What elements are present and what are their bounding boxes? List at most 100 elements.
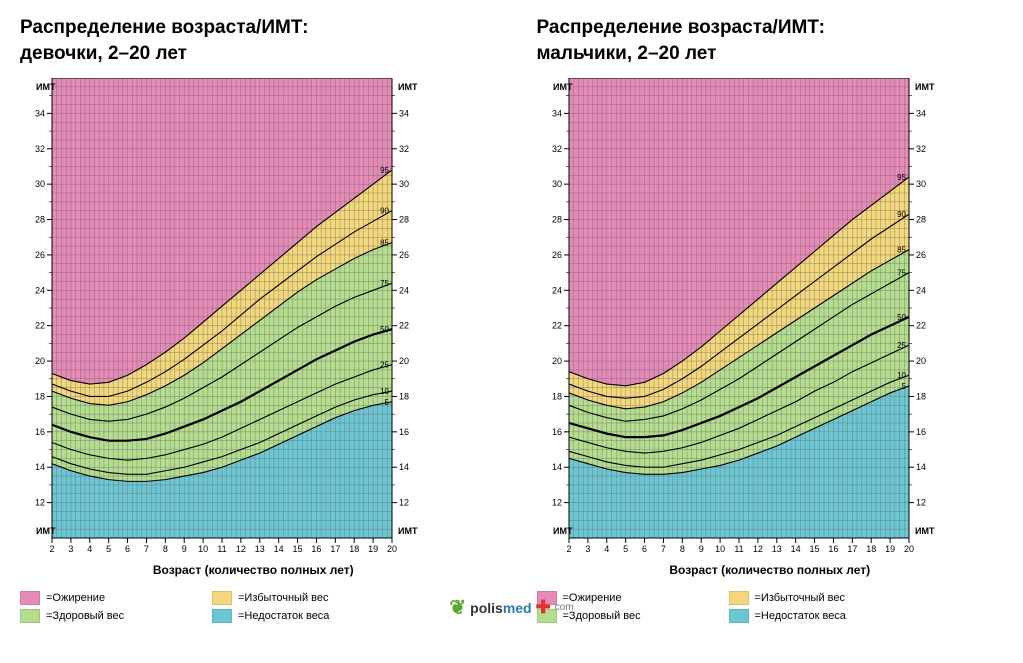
svg-text:7: 7 <box>660 544 665 554</box>
legend-item-overweight: =Избыточный вес <box>212 591 382 605</box>
x-axis-label: Возраст (количество полных лет) <box>20 563 487 577</box>
svg-text:14: 14 <box>399 463 409 473</box>
svg-text:6: 6 <box>125 544 130 554</box>
svg-text:22: 22 <box>399 321 409 331</box>
svg-text:32: 32 <box>35 144 45 154</box>
svg-text:8: 8 <box>679 544 684 554</box>
chart-girls: 1212141416161818202022222424262628283030… <box>20 78 487 560</box>
svg-text:75: 75 <box>380 280 389 289</box>
legend-girls: =Ожирение=Избыточный вес=Здоровый вес=Не… <box>20 591 487 623</box>
svg-text:20: 20 <box>551 356 561 366</box>
svg-text:18: 18 <box>399 392 409 402</box>
svg-text:16: 16 <box>311 544 321 554</box>
svg-text:2: 2 <box>566 544 571 554</box>
svg-text:12: 12 <box>551 498 561 508</box>
svg-text:32: 32 <box>399 144 409 154</box>
svg-text:14: 14 <box>551 463 561 473</box>
svg-text:90: 90 <box>897 211 906 220</box>
svg-text:13: 13 <box>771 544 781 554</box>
svg-text:16: 16 <box>828 544 838 554</box>
logo-tld: com <box>555 602 574 613</box>
svg-text:34: 34 <box>35 109 45 119</box>
svg-text:24: 24 <box>551 286 561 296</box>
svg-text:16: 16 <box>551 427 561 437</box>
svg-text:8: 8 <box>163 544 168 554</box>
svg-text:50: 50 <box>380 326 389 335</box>
legend-swatch <box>20 609 40 623</box>
svg-text:15: 15 <box>809 544 819 554</box>
svg-text:24: 24 <box>399 286 409 296</box>
svg-text:14: 14 <box>916 463 926 473</box>
svg-text:19: 19 <box>885 544 895 554</box>
svg-text:85: 85 <box>897 246 906 255</box>
svg-text:26: 26 <box>35 250 45 260</box>
svg-text:20: 20 <box>387 544 397 554</box>
panel-girls: Распределение возраста/ИМТ: девочки, 2–2… <box>20 15 487 623</box>
legend-item-underweight: =Недостаток веса <box>729 609 899 623</box>
svg-text:ИМТ: ИМТ <box>915 82 935 92</box>
svg-text:85: 85 <box>380 239 389 248</box>
svg-text:20: 20 <box>903 544 913 554</box>
panels: Распределение возраста/ИМТ: девочки, 2–2… <box>20 15 1003 623</box>
x-axis-label: Возраст (количество полных лет) <box>537 563 1004 577</box>
title-line2: девочки, 2–20 лет <box>20 43 187 64</box>
svg-text:26: 26 <box>551 250 561 260</box>
logo-brand-b: med <box>503 600 532 616</box>
svg-text:26: 26 <box>916 250 926 260</box>
svg-text:ИМТ: ИМТ <box>553 82 573 92</box>
svg-text:75: 75 <box>897 269 906 278</box>
svg-text:22: 22 <box>35 321 45 331</box>
svg-text:12: 12 <box>916 498 926 508</box>
svg-text:15: 15 <box>293 544 303 554</box>
svg-text:12: 12 <box>752 544 762 554</box>
svg-text:28: 28 <box>551 215 561 225</box>
svg-text:20: 20 <box>35 356 45 366</box>
plus-icon: ✚ <box>536 597 551 618</box>
svg-text:5: 5 <box>901 382 906 391</box>
svg-text:10: 10 <box>380 387 389 396</box>
svg-text:32: 32 <box>551 144 561 154</box>
chart-title: Распределение возраста/ИМТ: мальчики, 2–… <box>537 15 1004 66</box>
svg-text:ИМТ: ИМТ <box>398 526 418 536</box>
svg-text:11: 11 <box>217 544 226 554</box>
legend-swatch <box>729 591 749 605</box>
svg-text:10: 10 <box>198 544 208 554</box>
svg-text:17: 17 <box>847 544 857 554</box>
svg-text:14: 14 <box>790 544 800 554</box>
chart-title: Распределение возраста/ИМТ: девочки, 2–2… <box>20 15 487 66</box>
chart-svg: 1212141416161818202022222424262628283030… <box>20 78 424 560</box>
svg-text:16: 16 <box>399 427 409 437</box>
svg-text:25: 25 <box>380 361 389 370</box>
svg-text:14: 14 <box>274 544 284 554</box>
svg-text:16: 16 <box>35 427 45 437</box>
svg-text:95: 95 <box>380 166 389 175</box>
title-line2: мальчики, 2–20 лет <box>537 43 717 64</box>
svg-text:3: 3 <box>68 544 73 554</box>
svg-text:7: 7 <box>144 544 149 554</box>
svg-text:26: 26 <box>399 250 409 260</box>
legend-item-overweight: =Избыточный вес <box>729 591 899 605</box>
svg-text:12: 12 <box>35 498 45 508</box>
svg-text:5: 5 <box>385 398 390 407</box>
svg-text:2: 2 <box>49 544 54 554</box>
legend-item-healthy: =Здоровый вес <box>20 609 190 623</box>
svg-text:18: 18 <box>349 544 359 554</box>
svg-text:10: 10 <box>715 544 725 554</box>
svg-text:4: 4 <box>604 544 609 554</box>
svg-text:22: 22 <box>916 321 926 331</box>
title-line1: Распределение возраста/ИМТ: <box>20 17 309 38</box>
svg-text:18: 18 <box>35 392 45 402</box>
svg-text:34: 34 <box>399 109 409 119</box>
svg-text:18: 18 <box>866 544 876 554</box>
svg-text:9: 9 <box>182 544 187 554</box>
polismed-logo: ❦ polismed ✚ com <box>449 595 573 620</box>
chart-svg: 1212141416161818202022222424262628283030… <box>537 78 941 560</box>
svg-text:6: 6 <box>642 544 647 554</box>
svg-text:17: 17 <box>330 544 340 554</box>
svg-text:28: 28 <box>399 215 409 225</box>
svg-text:95: 95 <box>897 173 906 182</box>
legend-item-obesity: =Ожирение <box>20 591 190 605</box>
svg-text:90: 90 <box>380 207 389 216</box>
svg-text:14: 14 <box>35 463 45 473</box>
svg-text:30: 30 <box>551 179 561 189</box>
